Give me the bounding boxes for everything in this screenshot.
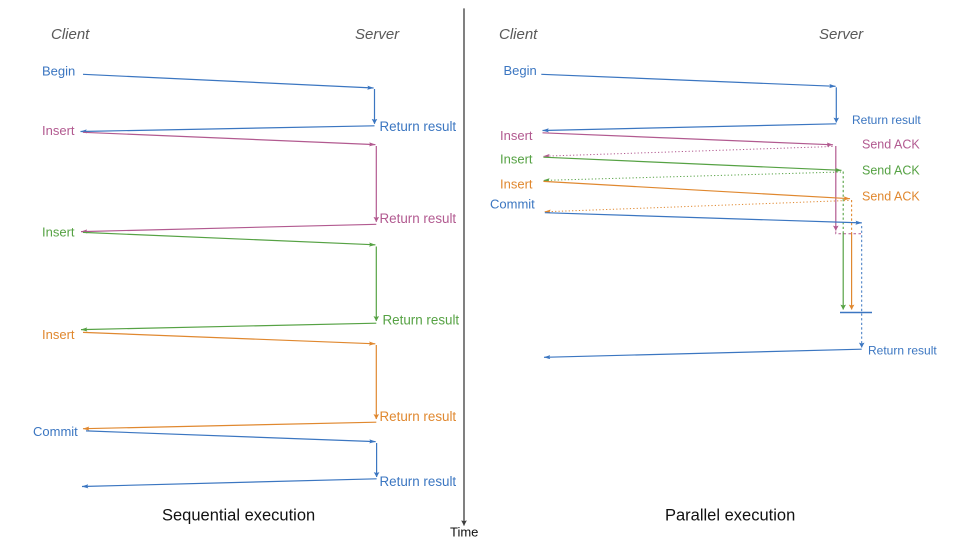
svg-text:Send ACK: Send ACK xyxy=(862,190,920,204)
svg-text:Return result: Return result xyxy=(380,474,457,489)
svg-text:Insert: Insert xyxy=(42,225,75,240)
svg-text:Send ACK: Send ACK xyxy=(862,164,920,178)
svg-text:Return result: Return result xyxy=(380,119,457,134)
svg-text:Begin: Begin xyxy=(504,63,537,78)
svg-text:Client: Client xyxy=(51,26,90,43)
svg-text:Insert: Insert xyxy=(500,128,533,143)
svg-text:Server: Server xyxy=(355,26,400,43)
svg-text:Return result: Return result xyxy=(852,113,921,127)
svg-text:Sequential execution: Sequential execution xyxy=(162,507,315,525)
svg-text:Commit: Commit xyxy=(490,197,535,212)
svg-text:Return result: Return result xyxy=(383,313,460,328)
svg-text:Time: Time xyxy=(450,525,478,540)
svg-text:Return result: Return result xyxy=(380,211,457,226)
svg-text:Send ACK: Send ACK xyxy=(862,138,920,152)
svg-text:Commit: Commit xyxy=(33,424,78,439)
svg-text:Insert: Insert xyxy=(500,152,533,167)
svg-text:Return result: Return result xyxy=(380,409,457,424)
svg-text:Server: Server xyxy=(819,26,864,43)
svg-text:Insert: Insert xyxy=(500,177,533,192)
svg-text:Begin: Begin xyxy=(42,64,75,79)
svg-text:Parallel execution: Parallel execution xyxy=(665,507,795,525)
svg-text:Client: Client xyxy=(499,26,538,43)
svg-text:Insert: Insert xyxy=(42,327,75,342)
svg-text:Insert: Insert xyxy=(42,123,75,138)
svg-text:Return result: Return result xyxy=(868,343,937,357)
